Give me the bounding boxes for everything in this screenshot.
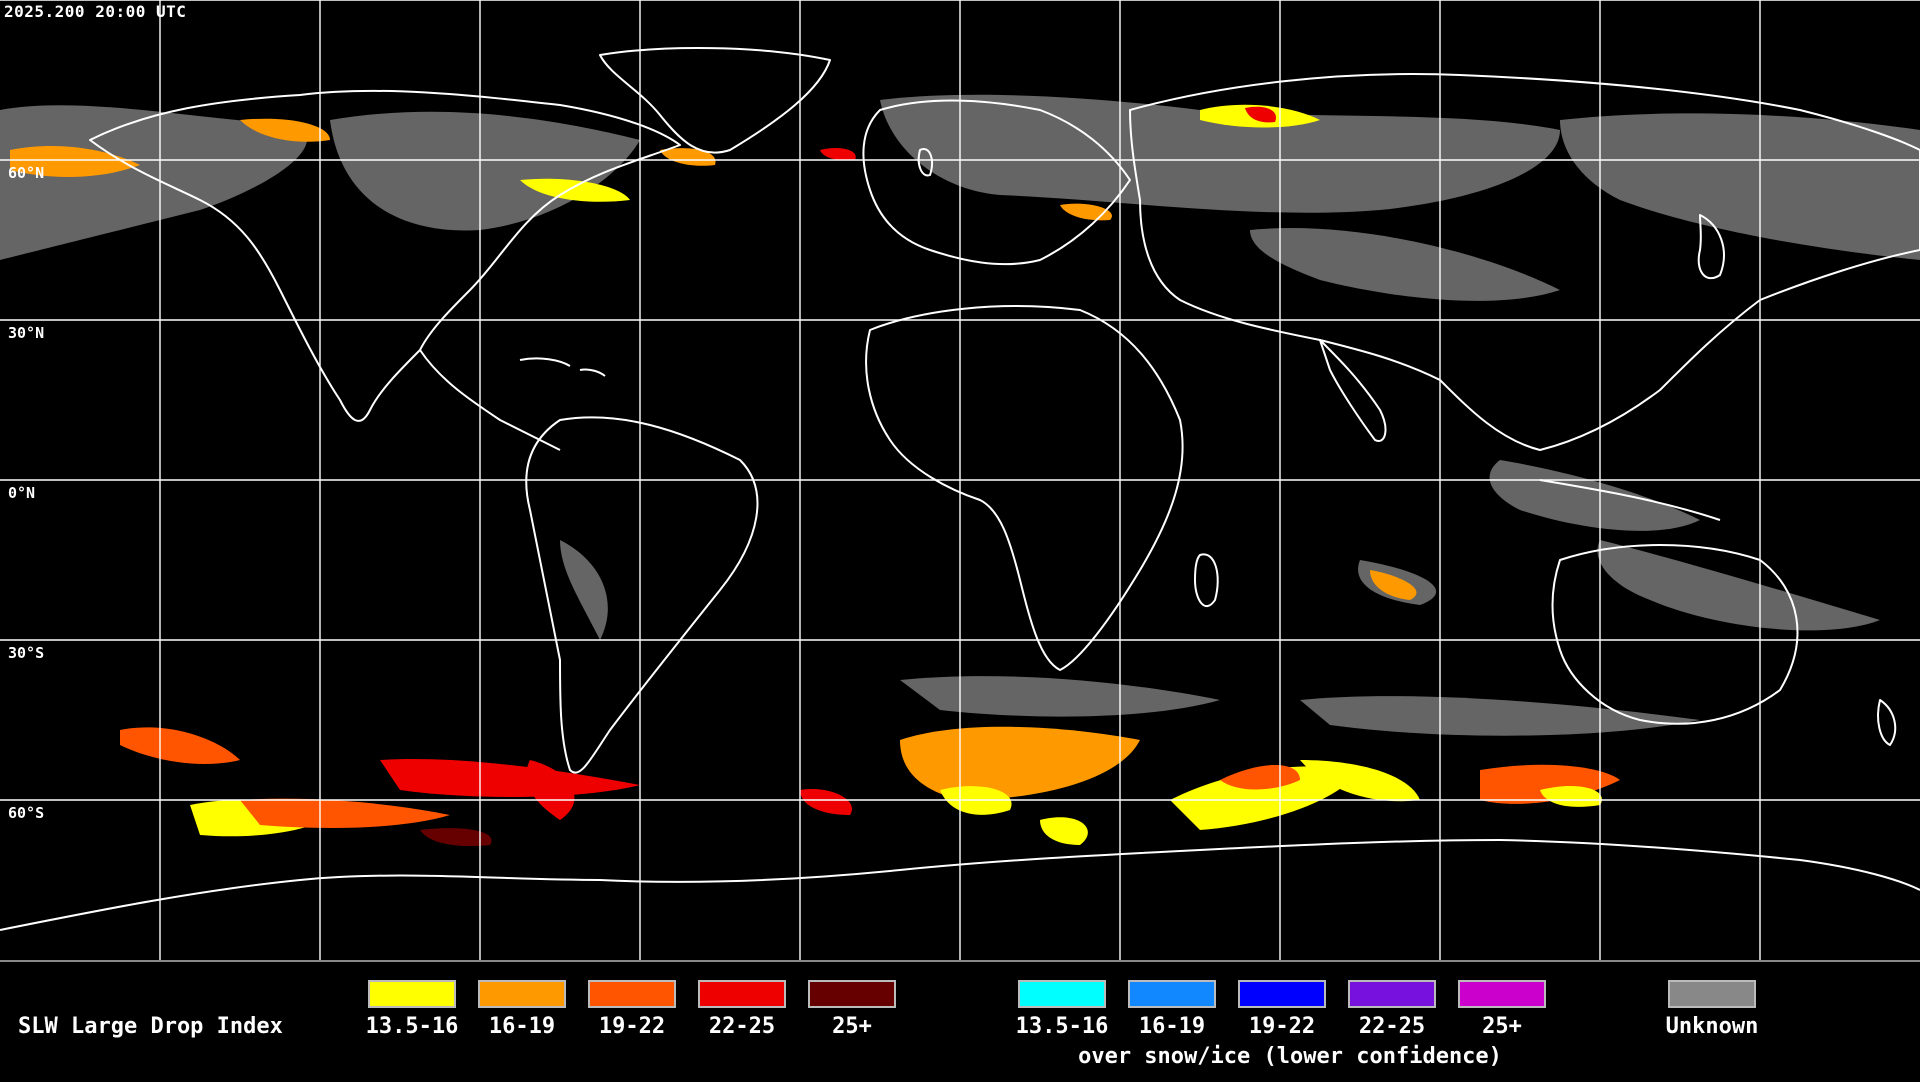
legend-label-snow-2: 16-19 [1138, 1014, 1206, 1039]
legend-label-snow-1: 13.5-16 [1015, 1014, 1109, 1039]
legend-swatch-snow-1 [1018, 980, 1106, 1008]
legend-label-unknown: Unknown [1665, 1014, 1759, 1039]
legend-label-standard-3: 19-22 [598, 1014, 666, 1039]
legend-label-snow-4: 22-25 [1358, 1014, 1426, 1039]
lat-label-0n: 0°N [8, 484, 36, 502]
slw-north-patches [10, 104, 1320, 221]
legend-snow-ice-caption: over snow/ice (lower confidence) [1078, 1044, 1502, 1069]
legend-swatch-standard-3 [588, 980, 676, 1008]
legend-swatch-snow-2 [1128, 980, 1216, 1008]
legend-label-standard-4: 22-25 [708, 1014, 776, 1039]
legend-swatch-standard-2 [478, 980, 566, 1008]
legend-swatch-standard-4 [698, 980, 786, 1008]
legend-title: SLW Large Drop Index [18, 1014, 283, 1039]
timestamp: 2025.200 20:00 UTC [4, 2, 187, 21]
legend-swatch-snow-3 [1238, 980, 1326, 1008]
lat-label-30s: 30°S [8, 644, 45, 662]
legend-swatch-standard-1 [368, 980, 456, 1008]
graticule [0, 0, 1920, 960]
lat-label-60s: 60°S [8, 804, 45, 822]
legend-label-standard-2: 16-19 [488, 1014, 556, 1039]
legend-swatch-unknown [1668, 980, 1756, 1008]
legend-swatch-standard-5 [808, 980, 896, 1008]
lat-label-60n: 60°N [8, 164, 45, 182]
legend-swatch-snow-5 [1458, 980, 1546, 1008]
unknown-cloud-regions [0, 94, 1920, 736]
coastlines [0, 47, 1920, 931]
legend-label-standard-5: 25+ [832, 1014, 872, 1039]
legend-label-standard-1: 13.5-16 [365, 1014, 459, 1039]
legend-swatch-snow-4 [1348, 980, 1436, 1008]
world-map [0, 0, 1920, 960]
lat-label-30n: 30°N [8, 324, 45, 342]
legend-label-snow-3: 19-22 [1248, 1014, 1316, 1039]
legend-label-snow-5: 25+ [1482, 1014, 1522, 1039]
legend: SLW Large Drop Index 13.5-16 16-19 19-22… [0, 960, 1920, 1082]
